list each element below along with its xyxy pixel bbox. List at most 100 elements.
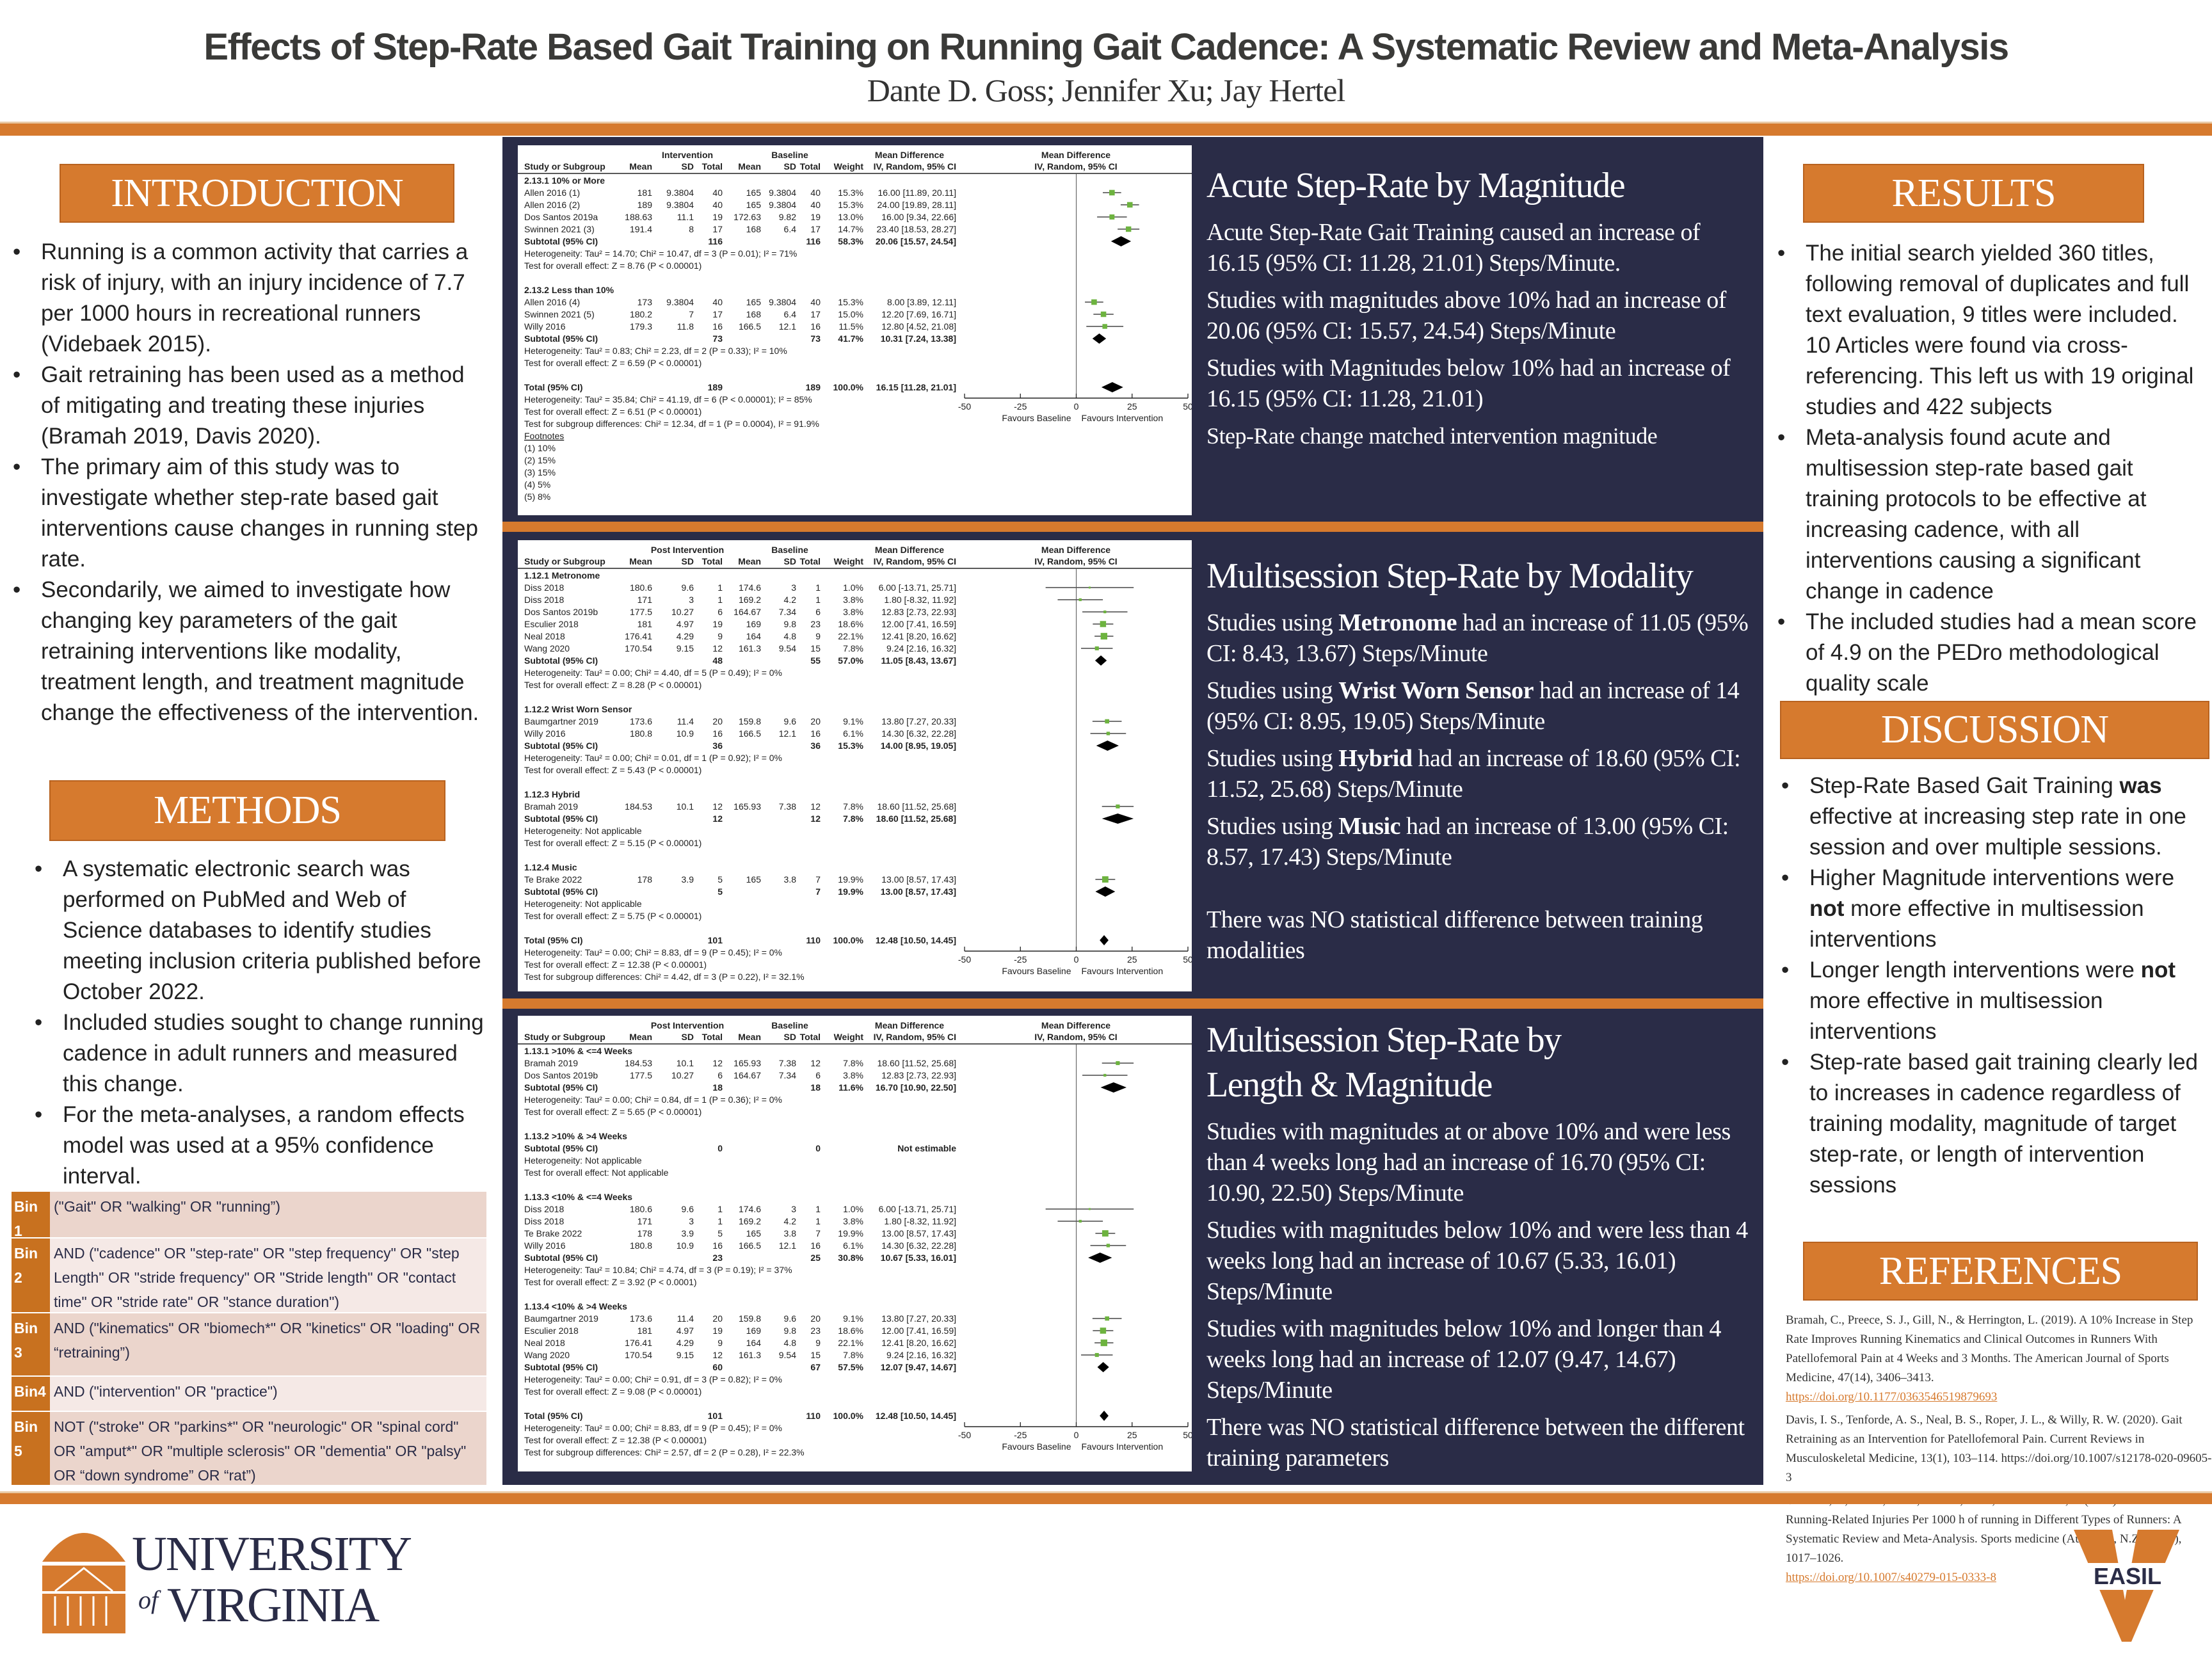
results-list: • The initial search yielded 360 titles, … — [1777, 238, 2206, 699]
cell-m2: 169 — [746, 1326, 762, 1336]
bullet-icon: • — [13, 454, 21, 479]
cell-m2: 161.3 — [739, 1350, 761, 1360]
cell-m1: 184.53 — [625, 801, 652, 812]
cell-ci: 20.06 [15.57, 24.54] — [876, 236, 956, 246]
cell-sd2: 9.8 — [784, 619, 797, 629]
uva-wordmark-line2: VIRGINIA — [167, 1578, 380, 1632]
statistics-text: Heterogeneity: Tau² = 0.00; Chi² = 0.91,… — [524, 1374, 782, 1384]
cell-m1: 180.6 — [630, 1204, 652, 1214]
statistics-text: Heterogeneity: Not applicable — [524, 1155, 642, 1166]
header-plot-mean-difference: Mean Difference — [1041, 150, 1110, 160]
section-paragraph: Studies with magnitudes below 10% and we… — [1206, 1217, 1748, 1305]
statistics-text: Heterogeneity: Not applicable — [524, 826, 642, 836]
cell-ci: 18.60 [11.52, 25.68] — [876, 813, 956, 824]
cell-ci: 12.20 [7.69, 16.71] — [881, 309, 956, 319]
cell-n1: 40 — [712, 200, 723, 210]
cell-ci: 1.80 [-8.32, 11.92] — [884, 595, 956, 605]
cell-n2: 12 — [810, 801, 821, 812]
discussion-list: • Step-Rate Based Gait Training was effec… — [1781, 771, 2206, 1201]
bullet-icon: • — [35, 1010, 43, 1035]
header-study: Study or Subgroup — [524, 1032, 605, 1042]
x-tick-label: 25 — [1127, 401, 1137, 412]
point-estimate-marker — [1116, 1061, 1120, 1066]
cell-sd2: 9.54 — [779, 1350, 796, 1360]
point-estimate-marker — [1078, 598, 1082, 602]
bottom-orange-band — [0, 1491, 2212, 1504]
cell-n1: 5 — [717, 1228, 723, 1238]
cell-ci: 12.48 [10.50, 14.45] — [876, 1411, 956, 1421]
cell-ci: 12.07 [9.47, 14.67] — [881, 1362, 956, 1372]
header-weight: Weight — [834, 1032, 864, 1042]
cell-ci: 13.00 [8.57, 17.43] — [881, 874, 956, 885]
cell-w: 9.1% — [843, 716, 863, 726]
cell-w: 1.0% — [843, 1204, 863, 1214]
cell-n2: 25 — [810, 1253, 821, 1263]
cell-sd1: 9.3804 — [666, 200, 694, 210]
cell-w: 7.8% — [843, 643, 863, 653]
point-estimate-marker — [1102, 324, 1107, 329]
cell-m1: 181 — [637, 188, 653, 198]
cell-n2: 189 — [806, 382, 821, 392]
bullet-text: Gait retraining has been used as a metho… — [41, 362, 465, 449]
study-name: Esculier 2018 — [524, 1326, 579, 1336]
cell-n2: 16 — [810, 728, 821, 739]
cell-n2: 0 — [815, 1143, 821, 1153]
cell-ci: 13.80 [7.27, 20.33] — [881, 716, 956, 726]
subgroup-label: 1.12.2 Wrist Worn Sensor — [524, 704, 632, 714]
footnotes-label: Footnotes — [524, 431, 564, 441]
reference-link[interactable]: https://doi.org/10.1007/s40279-015-0333-… — [1786, 1571, 1996, 1584]
header-total: Total — [800, 1032, 821, 1042]
statistics-text: Test for overall effect: Z = 6.59 (P < 0… — [524, 358, 701, 368]
cell-ci: 16.15 [11.28, 21.01] — [876, 382, 956, 392]
reference-link[interactable]: https://doi.org/10.1177/0363546519879693 — [1786, 1390, 1998, 1404]
statistics-text: Test for overall effect: Z = 6.51 (P < 0… — [524, 406, 701, 417]
cell-n1: 101 — [708, 1411, 723, 1421]
x-tick-label: -25 — [1014, 1430, 1027, 1440]
cell-w: 15.3% — [838, 297, 863, 307]
cell-w: 6.1% — [843, 1240, 863, 1251]
cell-sd1: 4.97 — [677, 619, 694, 629]
subtotal-label: Subtotal (95% CI) — [524, 1143, 598, 1153]
point-estimate-marker — [1103, 610, 1107, 614]
forest-plot-modality: Post Intervention Baseline Mean Difference… — [518, 540, 1193, 991]
section-paragraph: There was NO statistical difference betw… — [1206, 1414, 1745, 1471]
section-paragraph: Studies with magnitudes above 10% had an… — [1206, 287, 1726, 344]
point-estimate-marker — [1105, 719, 1109, 724]
bullet-text: Secondarily, we aimed to investigate how… — [41, 577, 479, 725]
methods-list: • A systematic electronic search was perf… — [35, 854, 485, 1192]
study-name: Esculier 2018 — [524, 619, 579, 629]
statistics-text: Test for overall effect: Z = 5.65 (P < 0… — [524, 1107, 701, 1117]
statistics-text: Test for overall effect: Z = 12.38 (P < … — [524, 959, 707, 970]
x-tick-label: 0 — [1074, 1430, 1079, 1440]
bullet-text: Included studies sought to change runnin… — [63, 1010, 484, 1096]
cell-n1: 1 — [717, 1204, 723, 1214]
statistics-text: Test for overall effect: Z = 5.43 (P < 0… — [524, 765, 701, 775]
references-heading: REFERENCES — [1803, 1242, 2198, 1301]
bin-label: Bin 2 — [12, 1238, 50, 1312]
methods-heading: METHODS — [49, 780, 445, 841]
study-name: Neal 2018 — [524, 631, 565, 641]
cell-ci: 9.24 [2.16, 16.32] — [886, 1350, 956, 1360]
header-total: Total — [800, 161, 821, 172]
cell-w: 22.1% — [838, 631, 863, 641]
subtotal-diamond — [1095, 886, 1116, 897]
cell-m2: 166.5 — [739, 1240, 761, 1251]
subtotal-label: Subtotal (95% CI) — [524, 1362, 598, 1372]
table-row: Bin 5 NOT ("stroke" OR "parkins*" OR "neu… — [12, 1411, 486, 1485]
bullet-icon: • — [1781, 865, 1790, 890]
cell-m1: 179.3 — [630, 321, 652, 332]
section-divider — [502, 998, 1763, 1009]
study-name: Bramah 2019 — [524, 1058, 578, 1068]
cell-w: 3.8% — [843, 595, 863, 605]
statistics-text: (3) 15% — [524, 467, 556, 477]
cell-m1: 191.4 — [630, 224, 652, 234]
subtotal-label: Subtotal (95% CI) — [524, 236, 598, 246]
statistics-text: Test for overall effect: Z = 5.75 (P < 0… — [524, 911, 701, 921]
subtotal-diamond — [1094, 655, 1107, 666]
cell-m1: 170.54 — [625, 1350, 652, 1360]
cell-n1: 9 — [717, 631, 723, 641]
bullet-text: The primary aim of this study was to inv… — [41, 454, 478, 572]
cell-sd2: 12.1 — [779, 321, 796, 332]
cell-m2: 165 — [746, 200, 762, 210]
study-name: Allen 2016 (2) — [524, 200, 580, 210]
